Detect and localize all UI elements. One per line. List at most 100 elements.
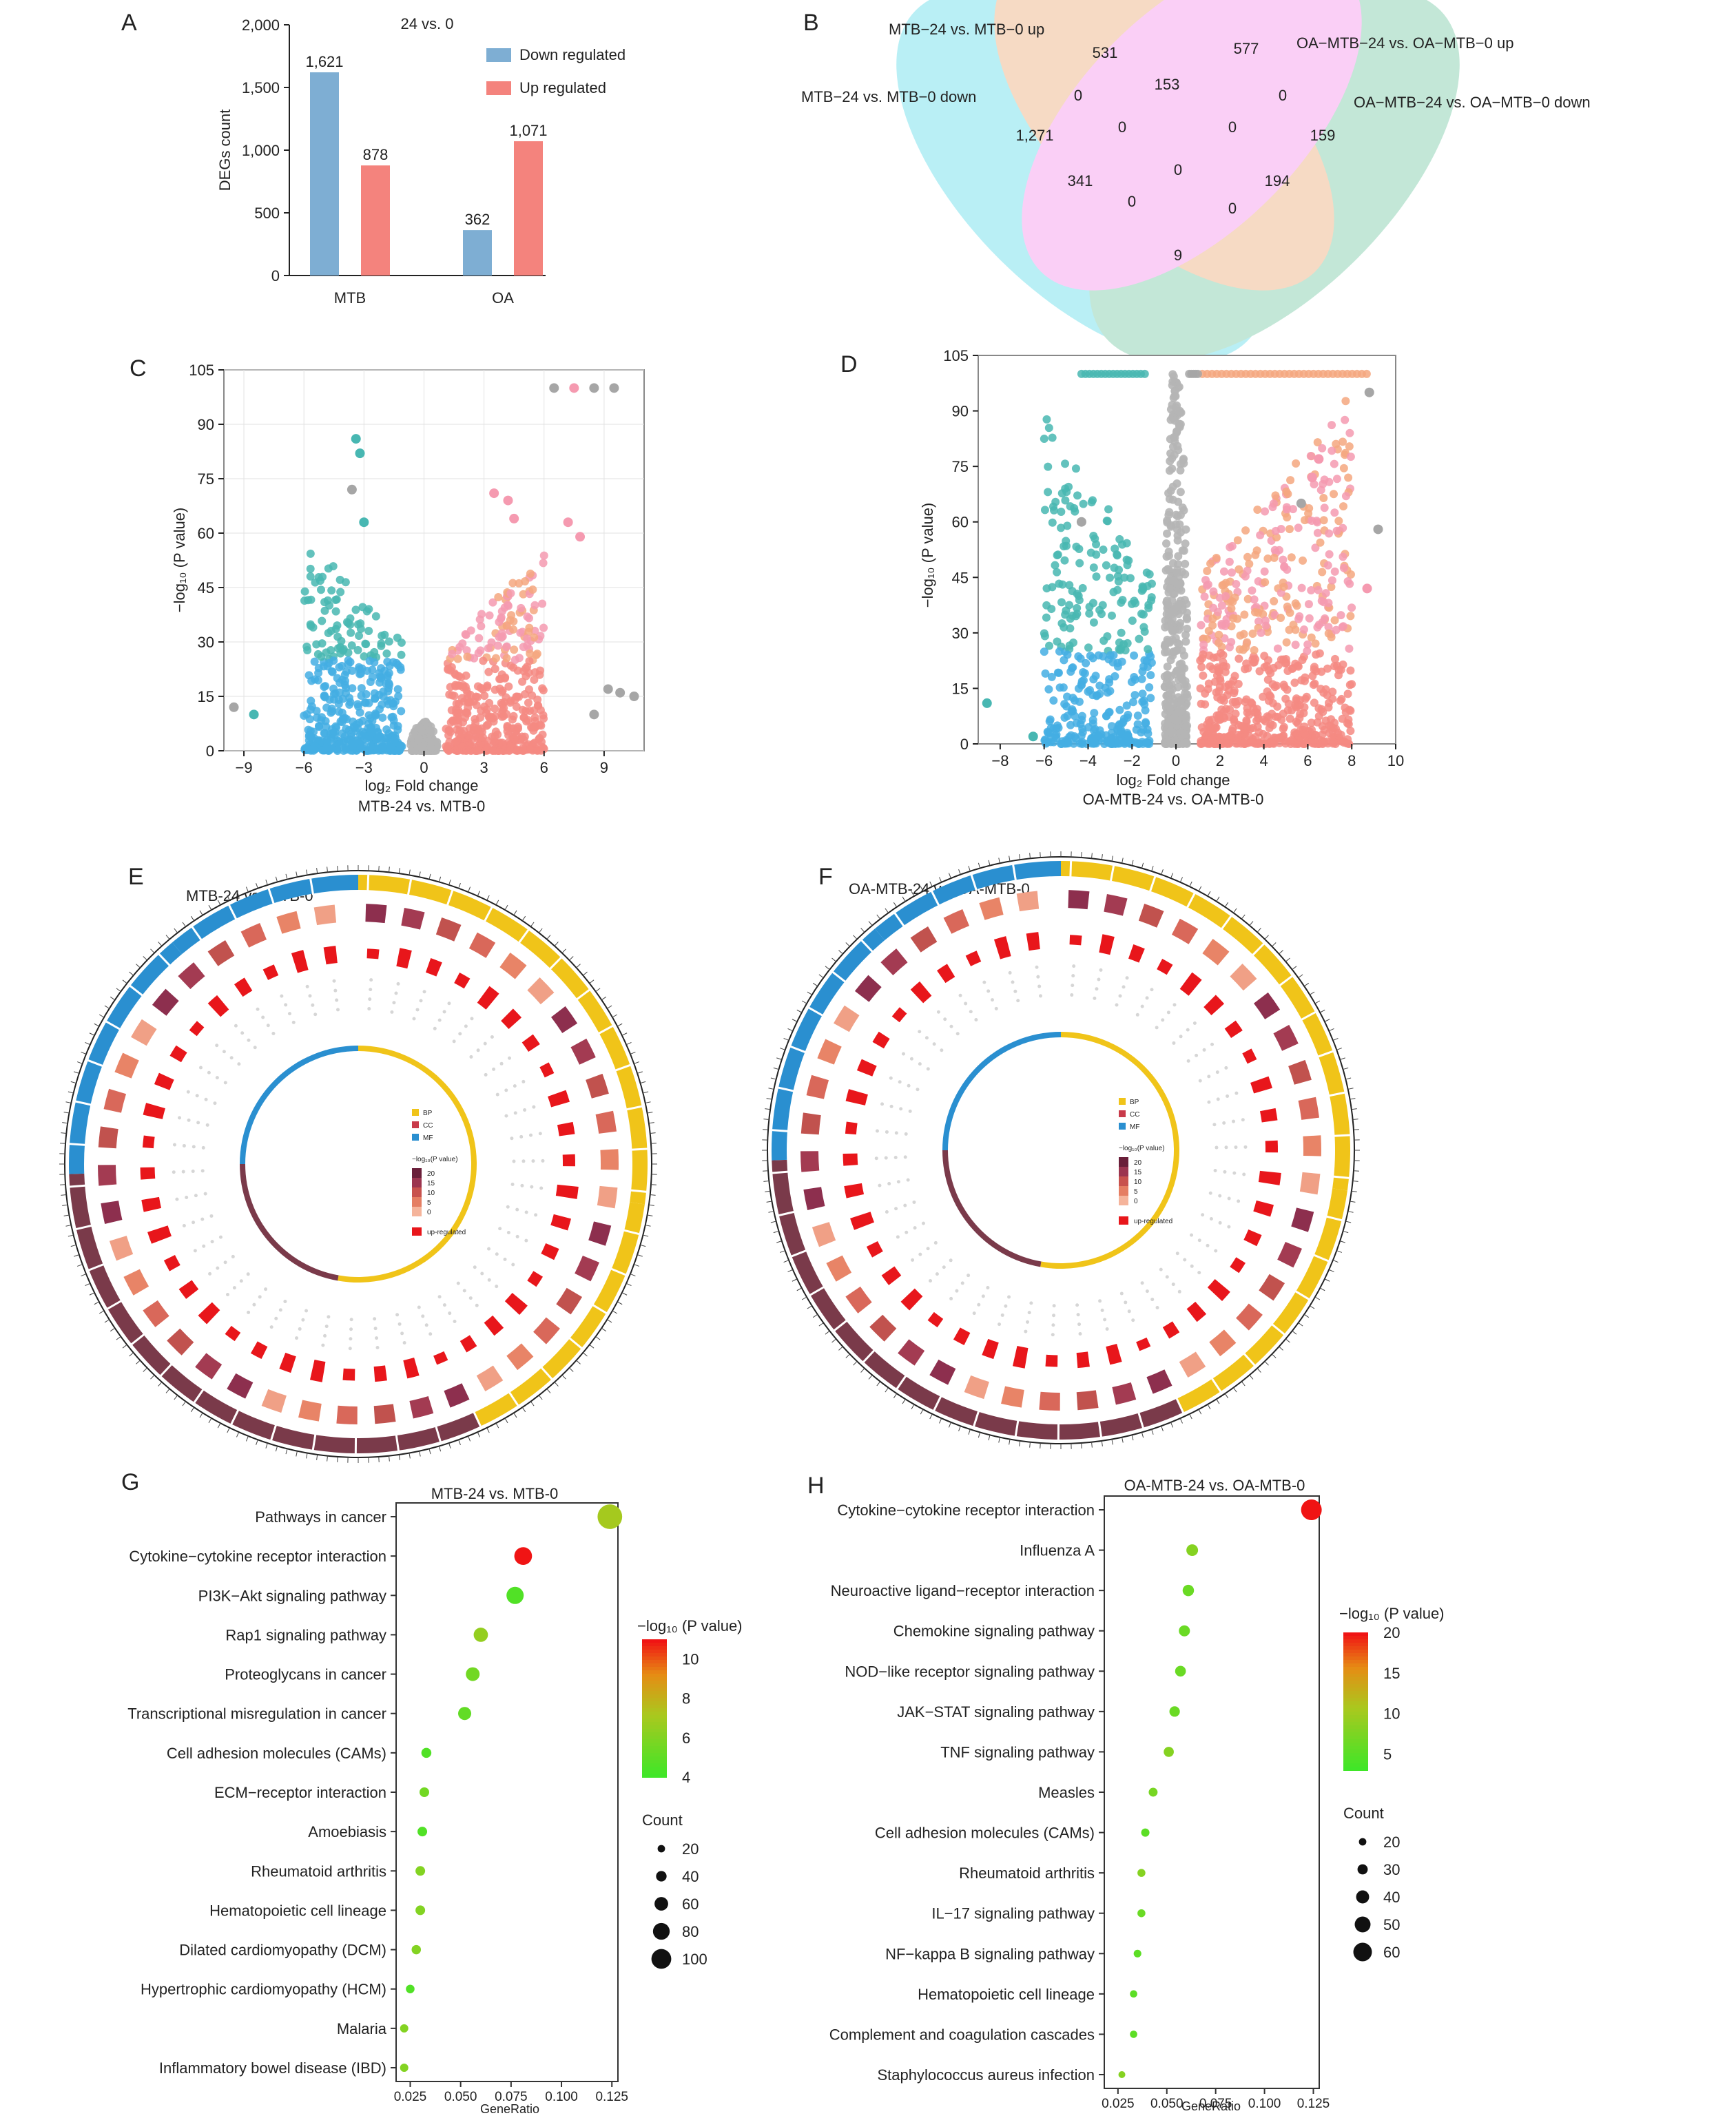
point [1071, 464, 1080, 473]
legend-swatch [1119, 1110, 1126, 1117]
point [508, 579, 517, 588]
ring-tick [626, 1042, 632, 1046]
point [1095, 605, 1104, 614]
point [1330, 508, 1339, 517]
color-step [642, 1643, 667, 1647]
point [324, 658, 333, 667]
point [1308, 517, 1316, 526]
inner-dot [1150, 988, 1154, 992]
inner-dot [1214, 1249, 1218, 1253]
point [1060, 556, 1069, 565]
regulation-bar [562, 1154, 576, 1167]
inner-dot [223, 1260, 227, 1265]
point [1166, 584, 1175, 593]
point [1339, 622, 1347, 631]
point [1219, 567, 1228, 576]
dot [1179, 1625, 1190, 1637]
point [1057, 619, 1066, 628]
ring-tick [607, 1005, 612, 1009]
panel-label-g: G [121, 1469, 139, 1495]
legend-swatch [1119, 1216, 1128, 1225]
inner-dot [974, 1017, 978, 1021]
points [229, 383, 639, 755]
point [1221, 579, 1230, 588]
point [1316, 685, 1325, 694]
point [1090, 709, 1099, 718]
ring-tick [245, 1435, 249, 1442]
point [1313, 528, 1322, 537]
panel-label-c: C [130, 355, 147, 382]
count-bar [109, 1236, 134, 1261]
point [1227, 604, 1236, 613]
point [1074, 592, 1083, 601]
regulation-bar [900, 1288, 923, 1311]
color-step [642, 1756, 667, 1761]
point [1284, 699, 1293, 708]
regulation-bar [550, 1214, 571, 1231]
size-tick-label: 30 [1383, 1861, 1400, 1878]
point [1204, 727, 1213, 736]
band-divider [446, 889, 454, 907]
inner-dot [1093, 996, 1097, 1000]
ring-tick [621, 1292, 628, 1296]
inner-dot [182, 1143, 186, 1148]
inner-dot [907, 1083, 911, 1088]
size-dot [1356, 1890, 1370, 1904]
point [1042, 584, 1051, 593]
point [1219, 651, 1228, 660]
regulation-bar [342, 1368, 355, 1381]
y-tick-label: 90 [198, 416, 214, 433]
count-bar [964, 1375, 989, 1400]
point [354, 702, 363, 711]
point [357, 684, 366, 693]
ring-tick [763, 1181, 769, 1182]
inner-dot [1095, 987, 1099, 991]
point [1325, 550, 1334, 559]
point [1324, 599, 1333, 608]
ring-tick [143, 1367, 147, 1372]
point [309, 745, 318, 754]
term-label: JAK−STAT signaling pathway [897, 1703, 1095, 1721]
inner-dot [524, 1238, 528, 1243]
point [1286, 476, 1295, 485]
inner-dot [894, 1131, 898, 1135]
size-tick-label: 40 [682, 1868, 699, 1885]
count-bar [101, 1201, 123, 1224]
inner-dot [205, 1123, 209, 1127]
count-bar [506, 1343, 534, 1371]
point [1182, 714, 1191, 723]
point [1285, 525, 1294, 534]
dot [1164, 1747, 1174, 1757]
point [1303, 640, 1312, 649]
term-label: Rap1 signaling pathway [225, 1626, 386, 1643]
y-tick-label: 0 [206, 743, 214, 760]
x-tick-label: 0.050 [444, 2090, 477, 2104]
ring-tick [1343, 1067, 1349, 1070]
point [1285, 625, 1294, 634]
ring-tick [1189, 881, 1192, 887]
inner-dot [483, 1041, 487, 1046]
point [1287, 706, 1296, 715]
point [307, 696, 316, 705]
regulation-bar [1106, 1344, 1122, 1365]
point [1138, 689, 1147, 698]
point [317, 652, 326, 661]
inner-dot [234, 1024, 238, 1028]
ring-tick [110, 996, 116, 1001]
point [346, 621, 355, 630]
x-axis-title: log₂ Fold change [1116, 771, 1230, 789]
ring-tick [65, 1101, 72, 1103]
inner-dot [1011, 980, 1015, 984]
ring-tick [182, 1401, 187, 1406]
point [306, 564, 315, 573]
term-label: Cytokine−cytokine receptor interaction [837, 1502, 1095, 1519]
point [1219, 658, 1228, 667]
legend-label: up-regulated [427, 1229, 466, 1236]
point [530, 675, 539, 684]
inner-dot [1008, 970, 1012, 975]
band-divider [893, 911, 906, 928]
inner-dot [1016, 999, 1020, 1003]
inner-dot [1124, 1300, 1128, 1305]
inner-dot [204, 1097, 208, 1101]
point [1319, 737, 1328, 746]
